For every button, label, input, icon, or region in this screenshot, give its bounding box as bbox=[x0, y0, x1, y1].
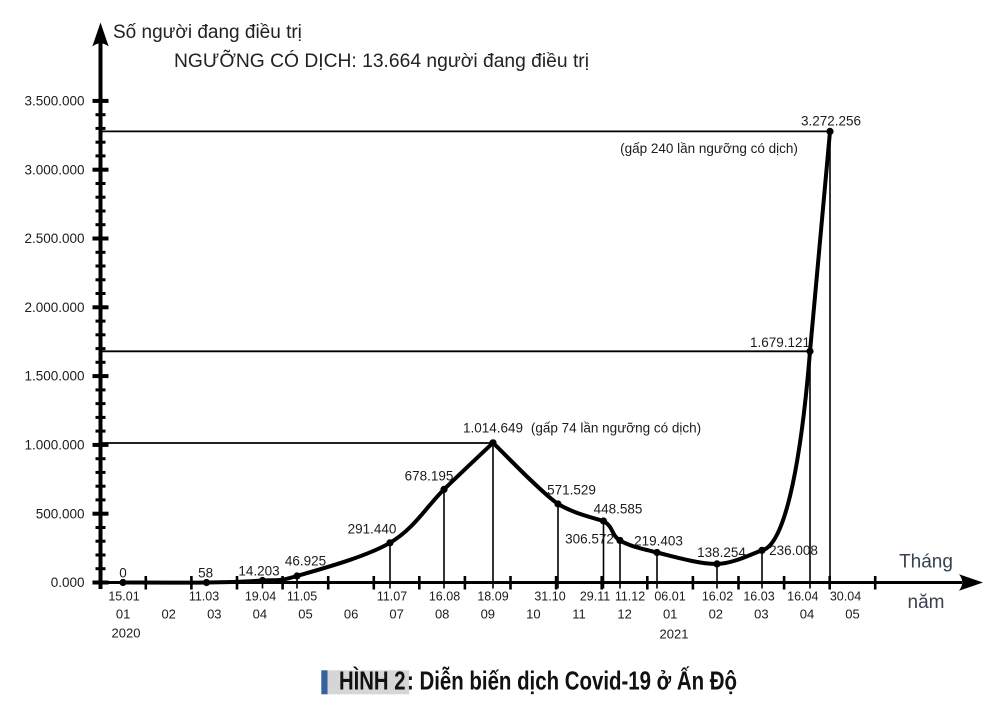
svg-text:11.12: 11.12 bbox=[615, 590, 645, 604]
svg-text:500.000: 500.000 bbox=[36, 506, 85, 521]
svg-text:1.679.121: 1.679.121 bbox=[750, 335, 810, 350]
svg-text:05: 05 bbox=[298, 607, 312, 622]
svg-text:06: 06 bbox=[344, 607, 358, 622]
svg-text:30.04: 30.04 bbox=[830, 590, 861, 604]
svg-text:04: 04 bbox=[800, 607, 814, 622]
svg-text:03: 03 bbox=[754, 607, 768, 622]
svg-text:15.01: 15.01 bbox=[108, 590, 139, 604]
svg-text:09: 09 bbox=[481, 607, 495, 622]
svg-text:04: 04 bbox=[253, 607, 267, 622]
svg-text:1.000.000: 1.000.000 bbox=[24, 438, 84, 453]
svg-text:58: 58 bbox=[198, 566, 213, 581]
svg-text:năm: năm bbox=[908, 592, 945, 613]
svg-text:: Diễn biến dịch Covid-19 ở Ấn: : Diễn biến dịch Covid-19 ở Ấn Độ bbox=[407, 666, 737, 696]
svg-text:12: 12 bbox=[617, 607, 631, 622]
svg-text:11.07: 11.07 bbox=[377, 590, 407, 604]
svg-text:219.403: 219.403 bbox=[634, 534, 683, 549]
svg-text:06.01: 06.01 bbox=[654, 590, 685, 604]
svg-text:18.09: 18.09 bbox=[477, 590, 508, 604]
svg-text:2.500.000: 2.500.000 bbox=[24, 231, 84, 246]
svg-text:11.03: 11.03 bbox=[189, 590, 219, 604]
svg-text:01: 01 bbox=[663, 607, 677, 622]
svg-text:10: 10 bbox=[526, 607, 540, 622]
svg-text:Tháng: Tháng bbox=[899, 552, 953, 573]
svg-text:02: 02 bbox=[709, 607, 723, 622]
svg-text:138.254: 138.254 bbox=[697, 545, 746, 560]
svg-text:571.529: 571.529 bbox=[547, 483, 596, 498]
svg-text:1.014.649: 1.014.649 bbox=[463, 421, 523, 436]
svg-text:11.05: 11.05 bbox=[287, 590, 317, 604]
svg-text:0.000: 0.000 bbox=[51, 575, 85, 590]
svg-text:16.03: 16.03 bbox=[743, 590, 774, 604]
svg-text:05: 05 bbox=[845, 607, 859, 622]
svg-text:HÌNH 2: HÌNH 2 bbox=[339, 666, 406, 696]
svg-text:11: 11 bbox=[572, 607, 586, 622]
svg-text:3.272.256: 3.272.256 bbox=[801, 114, 861, 129]
svg-text:306.572: 306.572 bbox=[565, 532, 614, 547]
svg-text:03: 03 bbox=[207, 607, 221, 622]
svg-text:(gấp 74 lần ngưỡng có dịch): (gấp 74 lần ngưỡng có dịch) bbox=[531, 421, 701, 436]
svg-text:31.10: 31.10 bbox=[534, 590, 565, 604]
svg-text:NGƯỠNG CÓ DỊCH: 13.664 người đ: NGƯỠNG CÓ DỊCH: 13.664 người đang điều t… bbox=[174, 50, 589, 72]
svg-text:16.04: 16.04 bbox=[787, 590, 818, 604]
svg-text:02: 02 bbox=[161, 607, 175, 622]
svg-text:46.925: 46.925 bbox=[285, 554, 326, 569]
svg-text:678.195: 678.195 bbox=[405, 469, 454, 484]
svg-text:08: 08 bbox=[435, 607, 449, 622]
svg-text:(gấp 240 lần ngưỡng có dịch): (gấp 240 lần ngưỡng có dịch) bbox=[620, 141, 798, 156]
svg-text:236.008: 236.008 bbox=[769, 543, 818, 558]
svg-text:2.000.000: 2.000.000 bbox=[24, 300, 84, 315]
svg-text:448.585: 448.585 bbox=[594, 502, 643, 517]
svg-text:3.500.000: 3.500.000 bbox=[24, 94, 84, 109]
svg-text:Số người đang điều trị: Số người đang điều trị bbox=[113, 22, 302, 43]
svg-text:2020: 2020 bbox=[112, 626, 141, 641]
svg-text:29.11: 29.11 bbox=[580, 590, 610, 604]
svg-text:291.440: 291.440 bbox=[348, 522, 397, 537]
svg-text:2021: 2021 bbox=[660, 627, 689, 642]
svg-text:0: 0 bbox=[119, 566, 127, 581]
svg-text:16.02: 16.02 bbox=[702, 590, 733, 604]
svg-text:01: 01 bbox=[116, 607, 130, 622]
svg-text:19.04: 19.04 bbox=[245, 590, 276, 604]
svg-text:16.08: 16.08 bbox=[429, 590, 460, 604]
svg-text:07: 07 bbox=[389, 607, 403, 622]
svg-text:1.500.000: 1.500.000 bbox=[24, 369, 84, 384]
svg-text:14.203: 14.203 bbox=[238, 563, 279, 578]
svg-text:3.000.000: 3.000.000 bbox=[24, 162, 84, 177]
